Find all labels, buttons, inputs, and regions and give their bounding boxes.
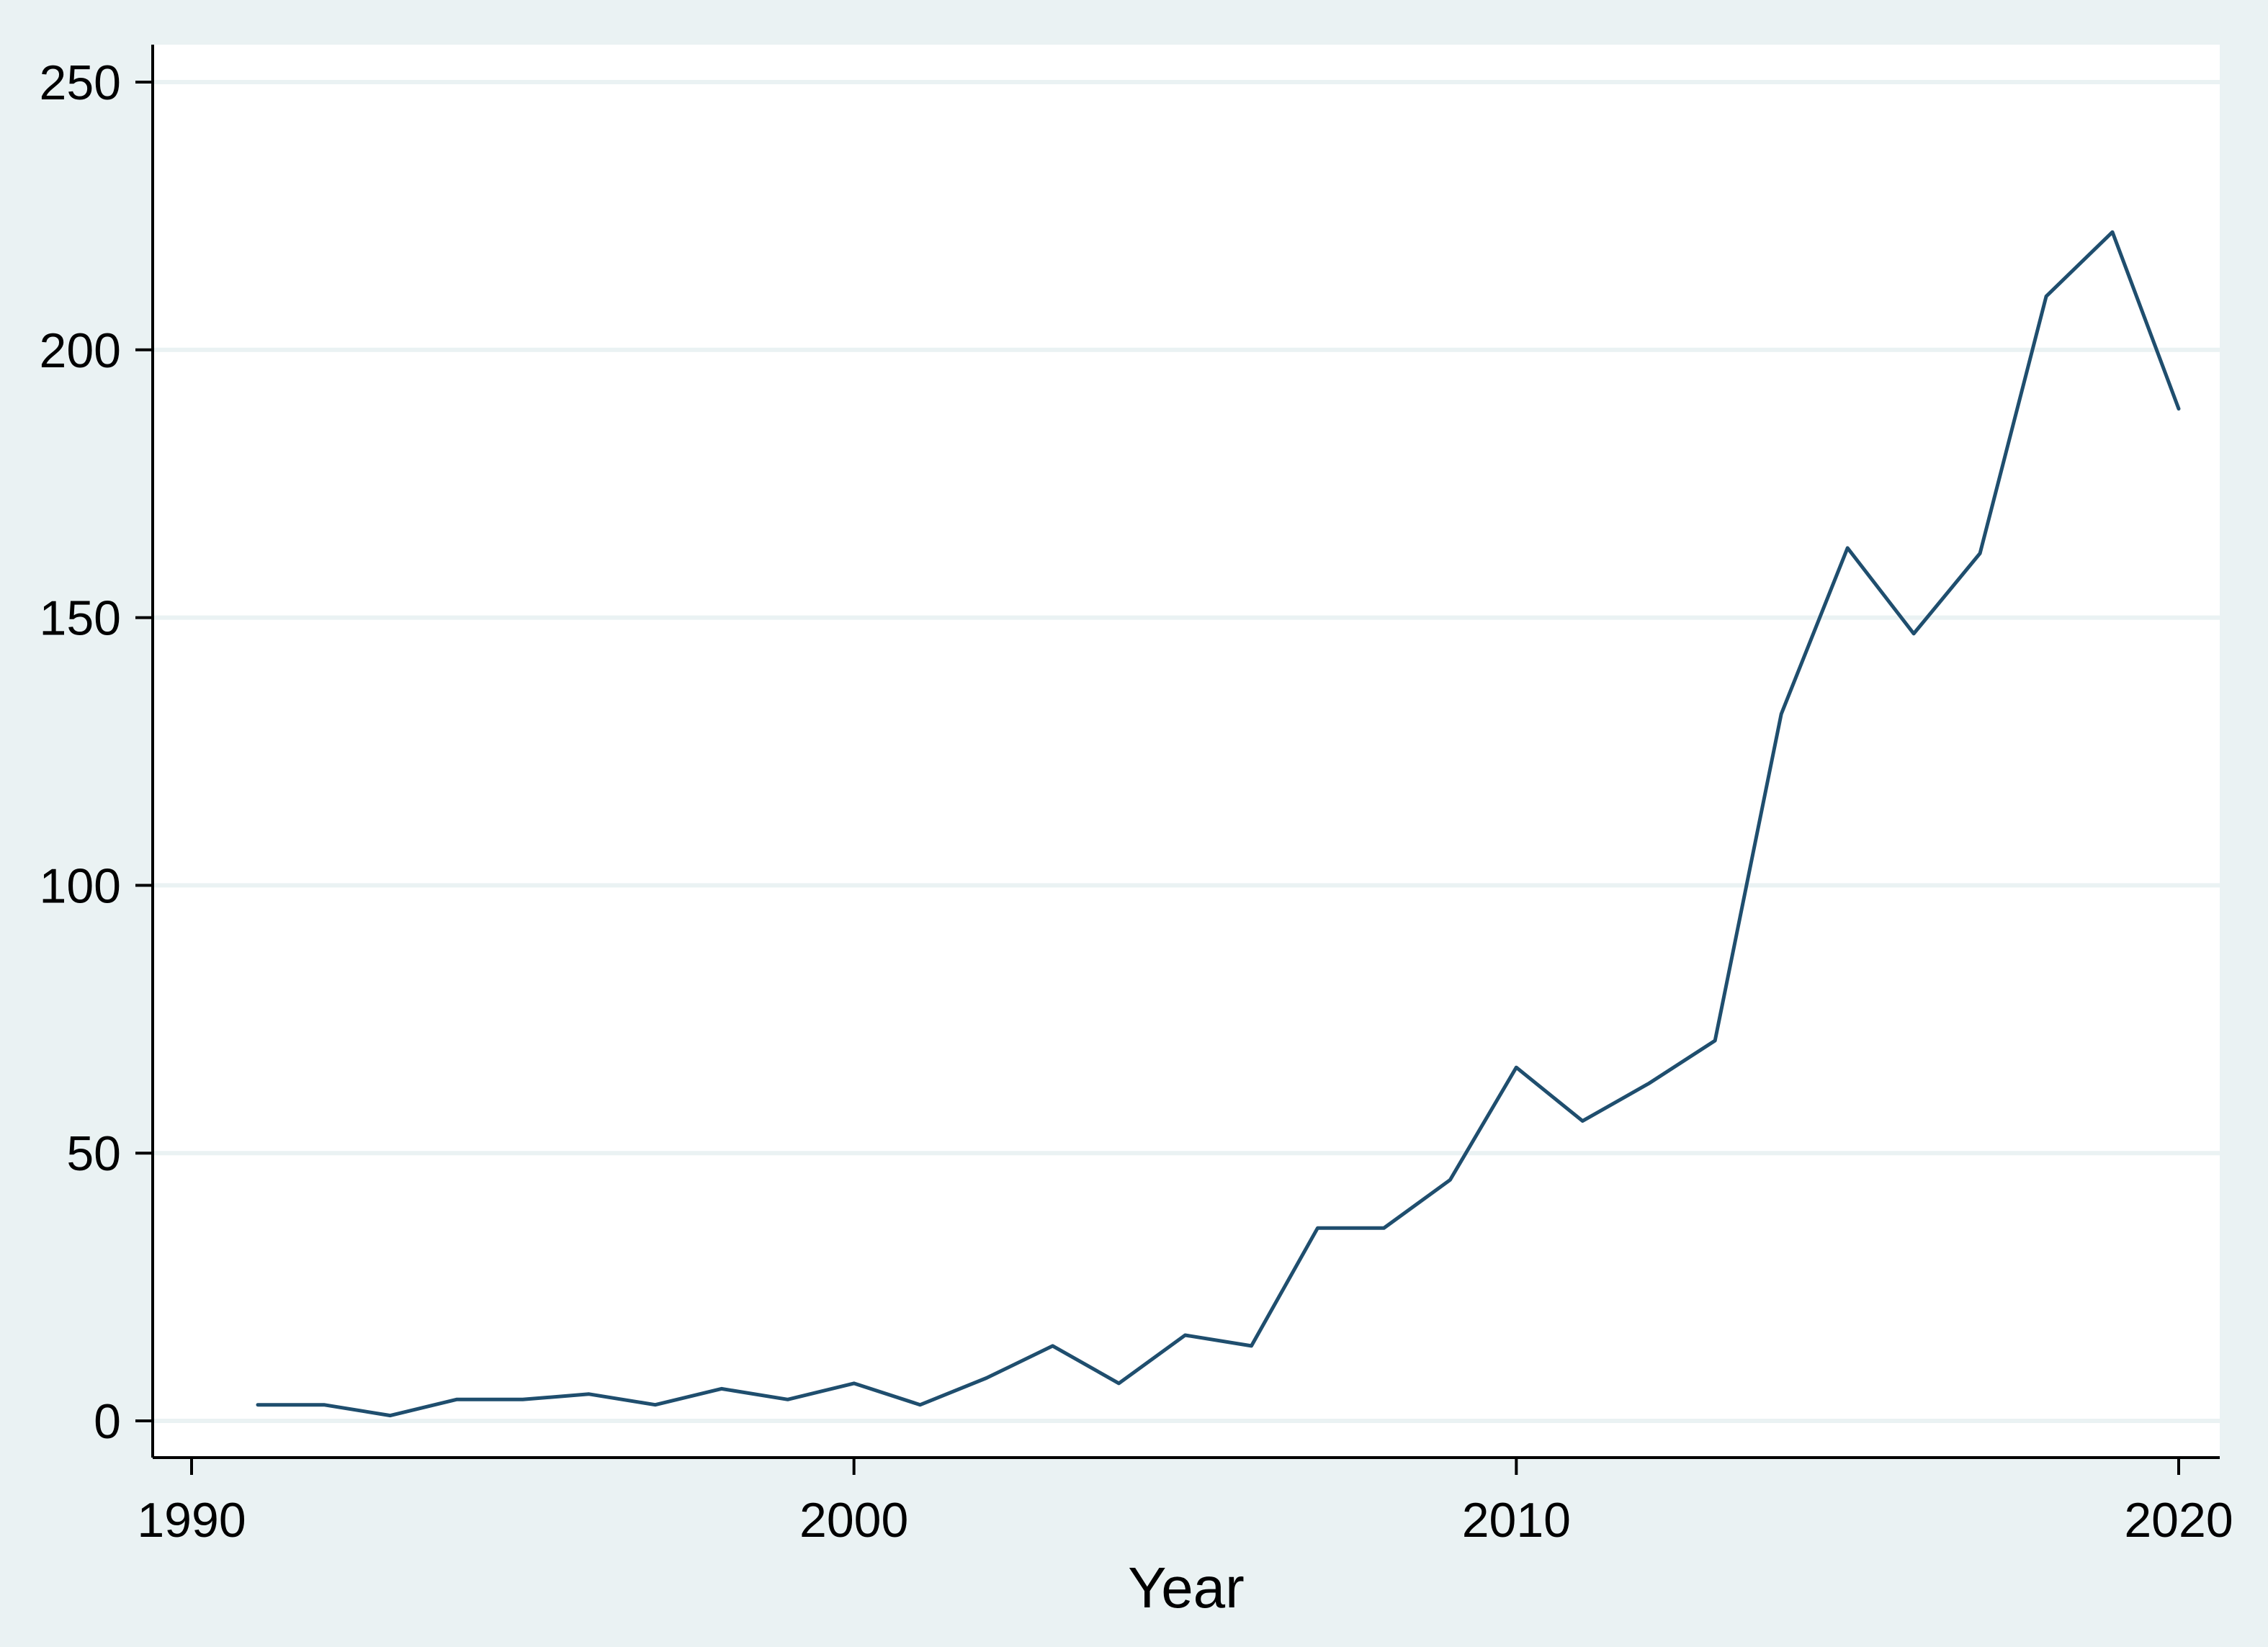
series-layer [256, 230, 2181, 1418]
y-tick-label: 50 [66, 1126, 121, 1181]
y-tick-label: 150 [40, 591, 121, 646]
plot-area [153, 45, 2220, 1458]
x-tick-label: 2000 [799, 1493, 908, 1548]
x-tick-label: 2020 [2124, 1493, 2233, 1548]
x-axis-title: Year [1128, 1556, 1245, 1620]
y-tick-label: 250 [40, 55, 121, 110]
axes: 0 50 100 150 200 250 1990 2000 2010 2020 [40, 45, 2233, 1548]
y-tick-label: 200 [40, 323, 121, 378]
gridlines [153, 80, 2220, 1423]
x-tick-label: 1990 [137, 1493, 246, 1548]
series-line [256, 230, 2181, 1418]
y-tick-label: 0 [94, 1394, 121, 1449]
y-tick-label: 100 [40, 858, 121, 913]
x-tick-label: 2010 [1462, 1493, 1571, 1548]
